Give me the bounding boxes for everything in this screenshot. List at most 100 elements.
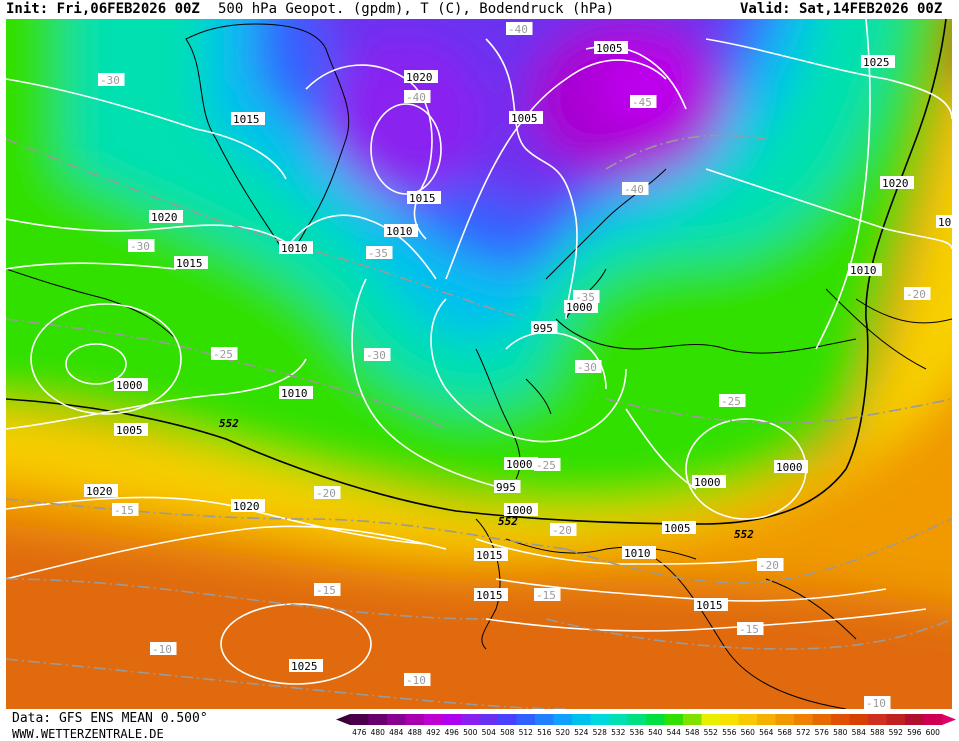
isobar-label-bg bbox=[504, 457, 538, 470]
temperature-label-text: -15 bbox=[316, 584, 336, 597]
geopotential-552-label: 552 bbox=[498, 515, 518, 528]
isobar-label-bg bbox=[407, 191, 441, 204]
legend-color-cell bbox=[775, 714, 795, 725]
isobar-label-text: 1015 bbox=[476, 549, 503, 562]
temperature-label-bg bbox=[98, 73, 125, 86]
isobar-label: 1015 bbox=[231, 112, 265, 126]
temperature-label-text: -30 bbox=[130, 240, 150, 253]
isobar-label-bg bbox=[880, 176, 914, 189]
init-time-label: Init: Fri,06FEB2026 00Z bbox=[6, 1, 200, 17]
isobar-label-bg bbox=[404, 70, 438, 83]
legend-value-label: 484 bbox=[389, 728, 404, 737]
isobar-label: 1020 bbox=[149, 210, 183, 224]
legend-value-label: 596 bbox=[907, 728, 922, 737]
temperature-label-bg bbox=[364, 348, 391, 361]
legend-color-cell bbox=[461, 714, 480, 725]
temperature-label: -25 bbox=[534, 458, 561, 472]
legend-value-label: 560 bbox=[741, 728, 756, 737]
legend-color-cell bbox=[627, 714, 647, 725]
legend-value-label: 544 bbox=[667, 728, 682, 737]
temperature-label: -20 bbox=[550, 523, 577, 537]
isobar-label-text: 1020 bbox=[233, 500, 260, 513]
isobar-label-text: 1010 bbox=[281, 242, 308, 255]
legend-color-cell bbox=[498, 714, 517, 725]
temperature-label: -40 bbox=[622, 182, 649, 196]
legend-value-label: 592 bbox=[889, 728, 904, 737]
isobar-label-text: 1025 bbox=[291, 660, 318, 673]
temperature-label-bg bbox=[150, 642, 177, 655]
isobar-label-bg bbox=[694, 598, 728, 611]
legend-value-label: 556 bbox=[722, 728, 737, 737]
isobar-label-text: 1020 bbox=[882, 177, 909, 190]
isobar-label-bg bbox=[774, 460, 808, 473]
isobar-label: 1015 bbox=[474, 548, 508, 562]
isobar-label-bg bbox=[279, 241, 313, 254]
temperature-label: -40 bbox=[506, 22, 533, 36]
isobar-label: 1000 bbox=[504, 457, 538, 471]
legend-value-label: 588 bbox=[870, 728, 885, 737]
temperature-label: -30 bbox=[128, 239, 155, 253]
isobar-label: 1010 bbox=[384, 224, 418, 238]
isobar-label-bg bbox=[474, 588, 508, 601]
isobar-label-text: 1000 bbox=[694, 476, 721, 489]
temperature-label: -20 bbox=[904, 287, 931, 301]
isobar-label-bg bbox=[848, 263, 882, 276]
isobar-label-text: 1005 bbox=[511, 112, 538, 125]
temperature-label-bg bbox=[719, 394, 746, 407]
legend-value-label: 504 bbox=[482, 728, 497, 737]
temperature-label-bg bbox=[112, 503, 139, 516]
legend-color-cell bbox=[368, 714, 388, 725]
temperature-label-text: -30 bbox=[577, 361, 597, 374]
isobar-label: 1010 bbox=[848, 263, 882, 277]
legend-left-arrow bbox=[336, 714, 350, 725]
isobar-label-text: 1015 bbox=[233, 113, 260, 126]
temperature-label: -40 bbox=[404, 90, 431, 104]
legend-value-label: 572 bbox=[796, 728, 811, 737]
temperature-label: -25 bbox=[211, 347, 238, 361]
legend-color-cell bbox=[868, 714, 887, 725]
color-legend: 476 480 484 488 492 496 500 504 508 512 516 520 524 5… bbox=[336, 714, 956, 737]
isobar-label: 1025 bbox=[861, 55, 895, 69]
legend-color-cell bbox=[923, 714, 943, 725]
isobar-label-text: 1010 bbox=[386, 225, 413, 238]
chart-title: 500 hPa Geopot. (gpdm), T (C), Bodendruc… bbox=[218, 1, 615, 17]
isobar-label-bg bbox=[622, 546, 656, 559]
temperature-label-text: -35 bbox=[575, 291, 595, 304]
temperature-label-text: -40 bbox=[624, 183, 644, 196]
legend-color-cell bbox=[720, 714, 739, 725]
isobar-label: 1005 bbox=[594, 41, 628, 55]
temperature-label: -35 bbox=[573, 290, 600, 304]
isobar-label: 1000 bbox=[504, 503, 538, 517]
temperature-label-text: -20 bbox=[552, 524, 572, 537]
temperature-label-text: -30 bbox=[366, 349, 386, 362]
legend-color-cell bbox=[590, 714, 610, 725]
isobar-label: 1000 bbox=[564, 300, 598, 314]
legend-value-label: 480 bbox=[371, 728, 386, 737]
temperature-label: -30 bbox=[98, 73, 125, 87]
temperature-label-bg bbox=[757, 558, 784, 571]
temperature-label-text: -40 bbox=[508, 23, 528, 36]
legend-color-cell bbox=[849, 714, 869, 725]
legend-value-label: 496 bbox=[445, 728, 460, 737]
legend-color-cell bbox=[664, 714, 684, 725]
legend-color-cell bbox=[905, 714, 924, 725]
temperature-label-bg bbox=[550, 523, 577, 536]
temperature-label-bg bbox=[622, 182, 649, 195]
isobar-label: 1015 bbox=[174, 256, 208, 270]
legend-value-label: 540 bbox=[648, 728, 663, 737]
legend-color-cell bbox=[535, 714, 554, 725]
isobar-label-text: 1000 bbox=[506, 458, 533, 471]
temperature-label-text: -40 bbox=[406, 91, 426, 104]
legend-color-cell bbox=[350, 714, 369, 725]
temperature-label-bg bbox=[404, 673, 431, 686]
isobar-label-text: 1005 bbox=[596, 42, 623, 55]
isobar-label-text: 1000 bbox=[506, 504, 533, 517]
legend-value-label: 552 bbox=[704, 728, 719, 737]
isobar-label: 1010 bbox=[279, 241, 313, 255]
isobar-label-text: 1000 bbox=[116, 379, 143, 392]
isobar-label: 1020 bbox=[404, 70, 438, 84]
isobar-label: 1000 bbox=[692, 475, 726, 489]
legend-color-cell bbox=[516, 714, 536, 725]
isobar-label-bg bbox=[174, 256, 208, 269]
temperature-label-text: -10 bbox=[152, 643, 172, 656]
